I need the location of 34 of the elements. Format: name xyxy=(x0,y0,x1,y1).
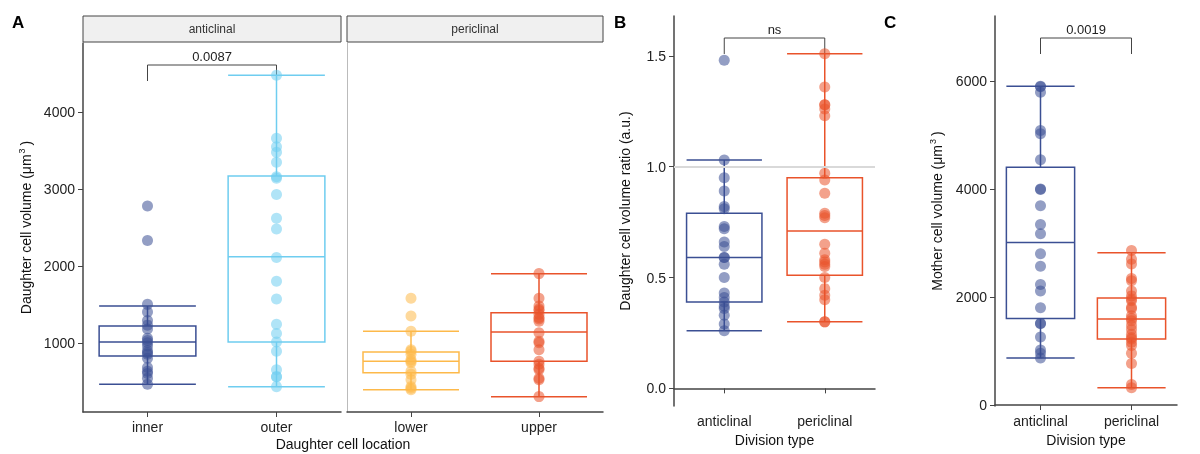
chart-title: B xyxy=(614,13,627,32)
y-tick-label: 0.5 xyxy=(646,269,667,286)
x-axis-title: Daughter cell location xyxy=(274,436,412,452)
x-tick-label: inner xyxy=(131,419,164,435)
x-tick-label: periclinal xyxy=(797,413,853,430)
y-tick-label: 1000 xyxy=(43,334,76,351)
y-tick-label: 4000 xyxy=(955,180,988,197)
y-tick-label: 1.5 xyxy=(646,47,667,64)
x-tick-label: outer xyxy=(260,419,293,435)
x-tick-label: periclinal xyxy=(1103,413,1160,430)
annotation: ns xyxy=(767,22,782,37)
annotation: 0.0019 xyxy=(1066,22,1106,37)
y-tick-label: 3000 xyxy=(43,181,76,198)
chart-subtitle: periclinal xyxy=(451,22,499,36)
x-tick-label: anticlinal xyxy=(697,413,752,430)
y-tick-label: 2000 xyxy=(955,288,988,305)
y-axis-title: Daughter cell volume ratio (a.u.) xyxy=(617,111,633,311)
y-axis-title: Daughter cell volume (μm3) xyxy=(16,140,34,315)
x-tick-label: lower xyxy=(394,419,429,435)
y-tick-label: 2000 xyxy=(43,257,76,274)
x-axis-title: Division type xyxy=(734,432,815,448)
y-tick-label: 0.0 xyxy=(646,380,667,397)
y-axis-title: Mother cell volume (μm3) xyxy=(927,131,945,291)
y-tick-label: 0 xyxy=(979,397,988,414)
x-axis-title: Division type xyxy=(1046,432,1126,448)
x-tick-label: upper xyxy=(521,419,558,435)
y-tick-label: 6000 xyxy=(955,72,988,89)
y-tick-label: 4000 xyxy=(43,104,76,121)
x-tick-label: anticlinal xyxy=(1013,413,1068,430)
y-tick-label: 1.0 xyxy=(646,158,667,175)
annotation: 0.0087 xyxy=(192,49,232,64)
chart-title: A xyxy=(12,13,25,32)
chart-title: C xyxy=(884,13,897,32)
chart-subtitle: anticlinal xyxy=(188,22,236,36)
